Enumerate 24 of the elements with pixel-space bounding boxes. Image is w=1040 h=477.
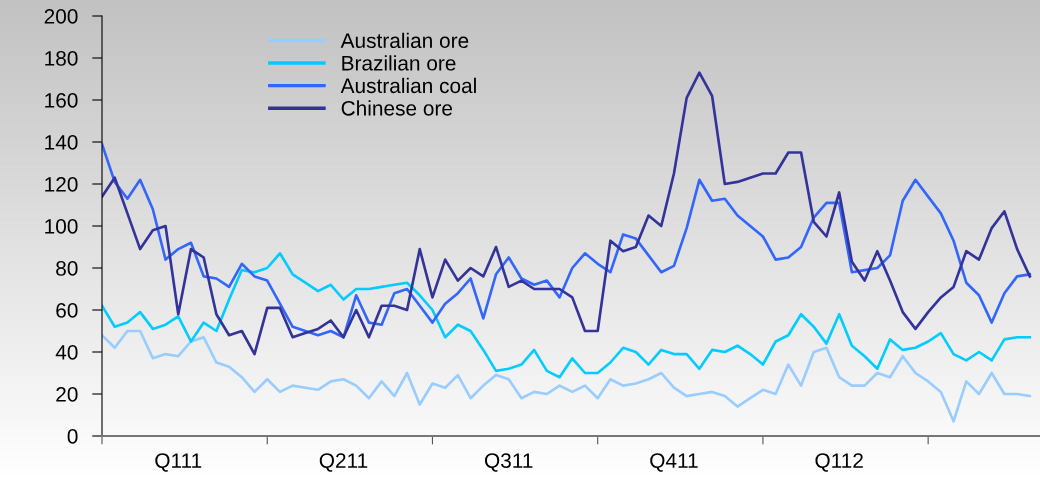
y-tick-label: 200 bbox=[44, 9, 78, 24]
x-tick-label: Q111 bbox=[155, 453, 202, 472]
x-tick-label: Q211 bbox=[319, 453, 368, 472]
y-tick-label: 180 bbox=[45, 51, 78, 66]
legend-label: Australian coal bbox=[340, 77, 476, 94]
y-tick-label: 20 bbox=[56, 387, 78, 402]
line-series bbox=[102, 329, 1032, 423]
line-series bbox=[102, 71, 1032, 356]
y-tick-label: 100 bbox=[45, 219, 78, 234]
line-series bbox=[102, 251, 1032, 379]
legend-label: Australian ore bbox=[340, 32, 469, 49]
legend-label: Chinese ore bbox=[341, 100, 453, 116]
x-tick-label: Q112 bbox=[815, 453, 863, 472]
y-tick-label: 140 bbox=[45, 135, 78, 150]
legend-label: Brazilian ore bbox=[342, 55, 456, 71]
y-tick-label: 60 bbox=[56, 303, 78, 318]
x-tick-label: Q311 bbox=[485, 453, 533, 472]
x-tick-label: Q411 bbox=[650, 453, 698, 472]
y-tick-label: 120 bbox=[45, 177, 78, 192]
y-tick-label: 0 bbox=[67, 429, 78, 444]
y-tick-label: 80 bbox=[56, 261, 78, 276]
y-tick-label: 160 bbox=[45, 93, 78, 108]
y-tick-label: 40 bbox=[55, 345, 78, 360]
line-series bbox=[102, 142, 1032, 339]
